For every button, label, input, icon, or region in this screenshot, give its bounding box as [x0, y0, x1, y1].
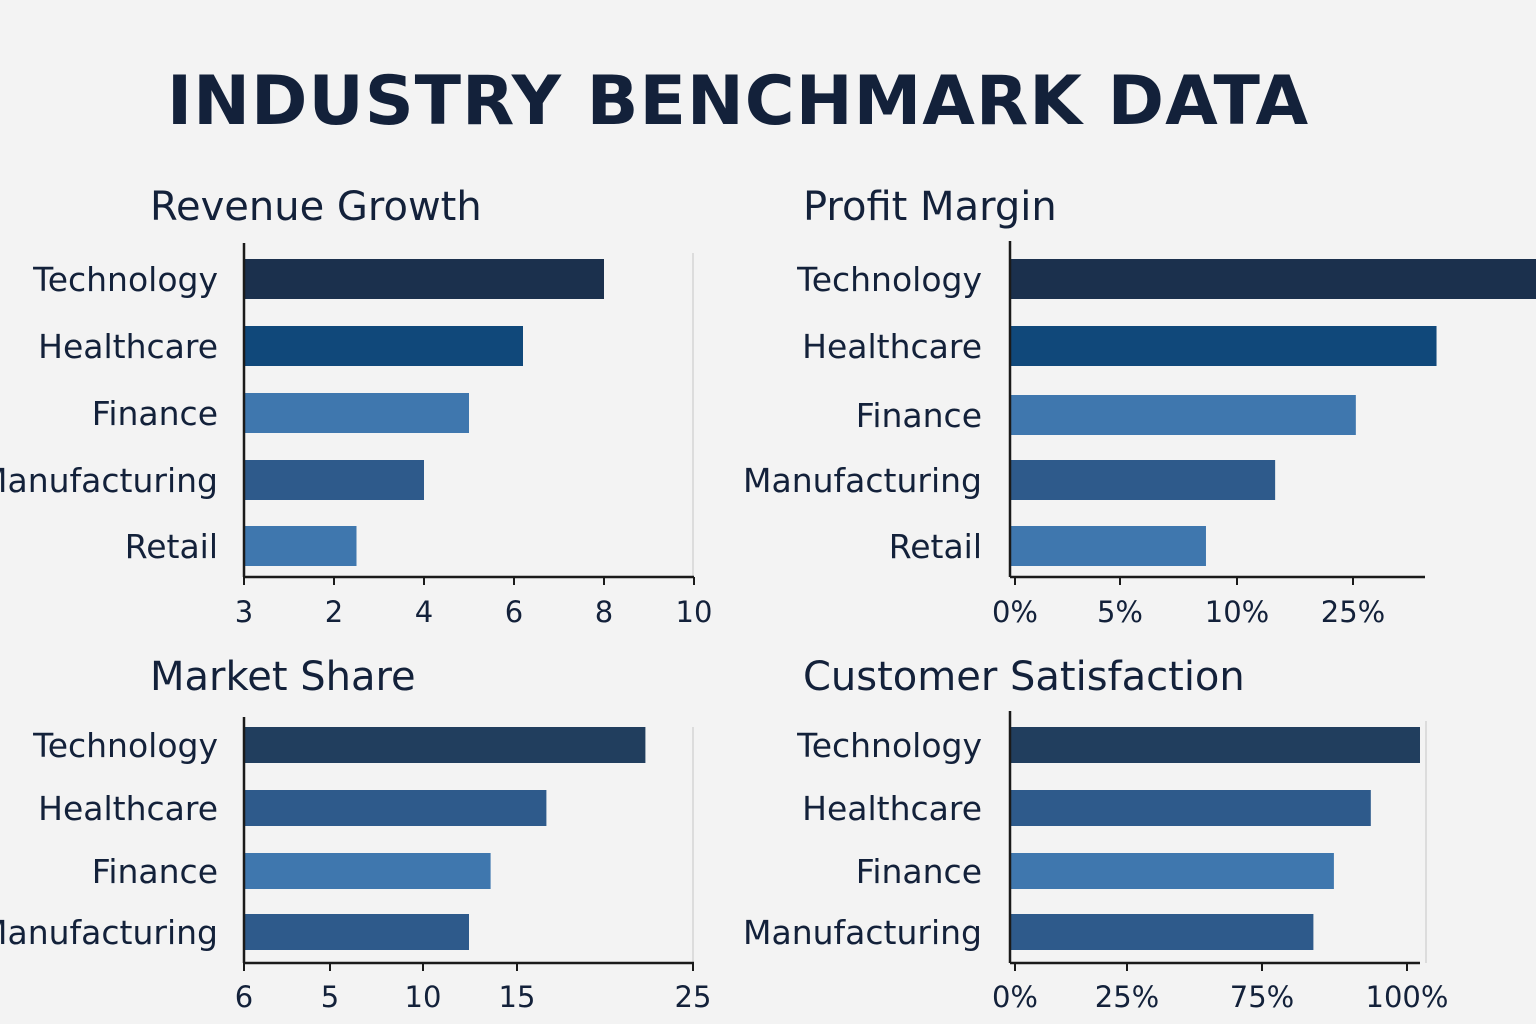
- x-tick-label: 2: [325, 595, 343, 629]
- chart-title: Revenue Growth: [150, 184, 482, 230]
- category-label-manufacturing: Manufacturing: [743, 461, 982, 500]
- bar-finance: [244, 393, 469, 433]
- x-tick-label: 10: [405, 980, 442, 1014]
- bar-manufacturing: [244, 914, 469, 950]
- chart-title: Market Share: [150, 654, 416, 700]
- revenue-growth-chart: Revenue Growth Technology Healthcare Financ…: [0, 175, 740, 629]
- x-tick-label: 25%: [1321, 595, 1385, 629]
- bar-manufacturing: [1010, 460, 1276, 500]
- x-tick-label: 0%: [992, 980, 1038, 1014]
- bar-healthcare: [1010, 326, 1437, 366]
- market-share-chart: Market Share Technology Healthcare Finance M…: [0, 645, 740, 1020]
- category-label-finance: Finance: [92, 852, 218, 891]
- category-label-retail: Retail: [125, 527, 218, 566]
- category-label-finance: Finance: [92, 394, 218, 433]
- x-tick-label: 25%: [1095, 980, 1159, 1014]
- page-title: INDUSTRY BENCHMARK DATA: [166, 62, 1310, 141]
- x-tick-label: 3: [235, 595, 253, 629]
- bar-technology: [1010, 727, 1420, 763]
- category-label-technology: Technology: [32, 726, 218, 765]
- category-label-manufacturing: Manufacturing: [0, 913, 218, 952]
- customer-satisfaction-chart: Customer Satisfaction Technology Healthcar…: [743, 645, 1460, 1020]
- bar-technology: [244, 727, 646, 763]
- x-tick-label: 5%: [1097, 595, 1143, 629]
- category-label-healthcare: Healthcare: [802, 789, 982, 828]
- bar-manufacturing: [244, 460, 424, 500]
- x-tick-label: 6: [235, 980, 253, 1014]
- category-label-technology: Technology: [32, 260, 218, 299]
- x-tick-label: 10%: [1205, 595, 1269, 629]
- category-label-healthcare: Healthcare: [802, 327, 982, 366]
- bar-healthcare: [1010, 790, 1371, 826]
- category-label-manufacturing: Manufacturing: [743, 913, 982, 952]
- bar-retail: [244, 526, 357, 566]
- category-label-healthcare: Healthcare: [38, 327, 218, 366]
- x-tick-label: 25: [675, 980, 712, 1014]
- category-label-technology: Technology: [796, 726, 982, 765]
- bar-finance: [1010, 853, 1334, 889]
- category-label-technology: Technology: [796, 260, 982, 299]
- bar-healthcare: [244, 790, 547, 826]
- category-label-finance: Finance: [856, 396, 982, 435]
- x-tick-label: 0%: [992, 595, 1038, 629]
- bar-technology: [1010, 259, 1536, 299]
- profit-margin-chart: Profit Margin Technology Healthcare Finance…: [743, 175, 1536, 629]
- category-label-healthcare: Healthcare: [38, 789, 218, 828]
- x-tick-label: 75%: [1230, 980, 1294, 1014]
- bar-finance: [244, 853, 491, 889]
- x-tick-label: 5: [321, 980, 339, 1014]
- bar-technology: [244, 259, 604, 299]
- x-tick-label: 15: [499, 980, 536, 1014]
- x-tick-label: 6: [505, 595, 523, 629]
- x-tick-label: 10: [676, 595, 713, 629]
- bar-manufacturing: [1010, 914, 1314, 950]
- bar-finance: [1010, 395, 1356, 435]
- bar-retail: [1010, 526, 1206, 566]
- x-tick-label: 4: [415, 595, 433, 629]
- category-label-retail: Retail: [889, 527, 982, 566]
- x-tick-label: 100%: [1366, 980, 1449, 1014]
- chart-title: Customer Satisfaction: [803, 654, 1245, 700]
- category-label-manufacturing: Manufacturing: [0, 461, 218, 500]
- category-label-finance: Finance: [856, 852, 982, 891]
- bar-healthcare: [244, 326, 523, 366]
- x-tick-label: 8: [595, 595, 613, 629]
- chart-title: Profit Margin: [803, 184, 1057, 230]
